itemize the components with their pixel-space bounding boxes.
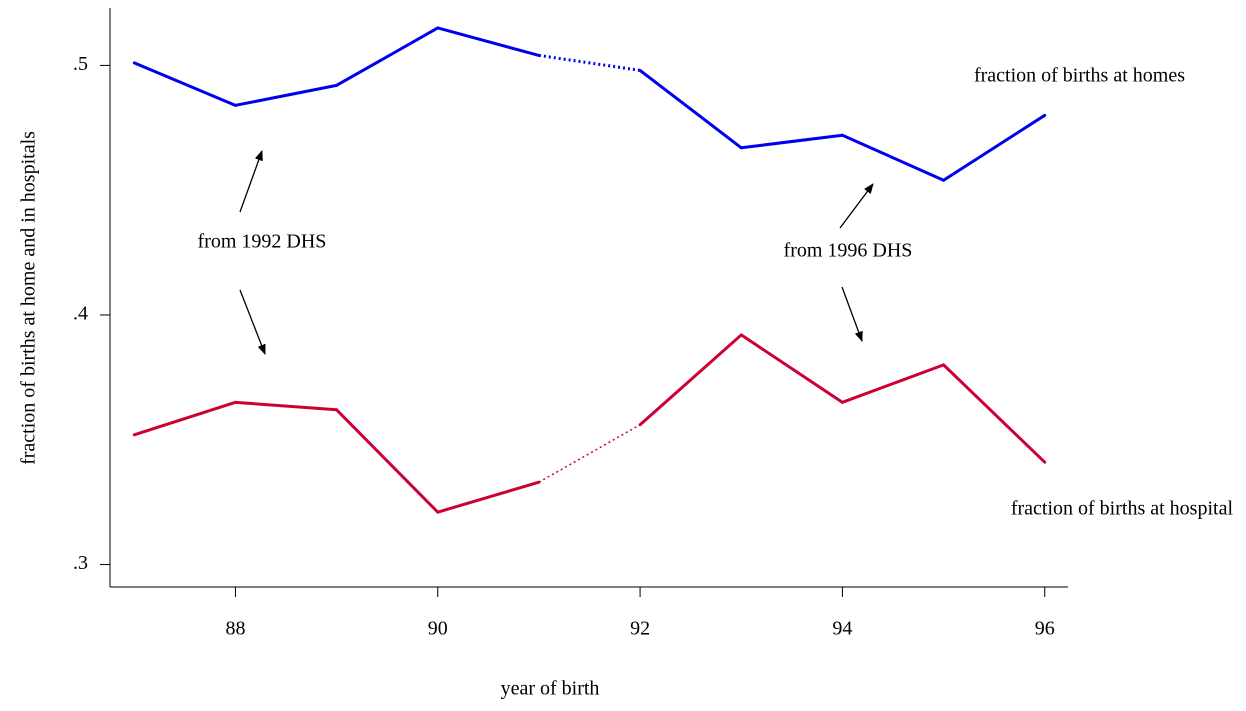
y-axis-label: fraction of births at home and in hospit… (18, 131, 40, 465)
line-segment (233, 400, 339, 412)
line-segment (335, 408, 440, 514)
annotation: from 1992 DHS (198, 231, 327, 253)
x-tick-label: 90 (428, 618, 448, 640)
line-segment (739, 333, 844, 404)
line-segment (942, 363, 1047, 464)
x-tick-label: 94 (832, 618, 852, 640)
line-segment (538, 53, 641, 72)
line-segment (132, 400, 237, 437)
line-segment (739, 133, 844, 150)
x-axis-label: year of birth (501, 678, 600, 700)
line-segment (132, 61, 237, 107)
line-segment (638, 68, 743, 150)
arrows (239, 150, 874, 355)
line-segment (538, 424, 641, 483)
line-segment (335, 26, 440, 87)
x-tick-label: 92 (630, 618, 650, 640)
y-tick-label: .4 (73, 303, 88, 325)
line-segment (942, 113, 1047, 182)
line-segment (840, 133, 946, 182)
x-tick-label: 88 (225, 618, 245, 640)
line-segment (436, 480, 541, 514)
line-segment (638, 333, 743, 427)
line-segment (840, 363, 946, 404)
series-label: fraction of births at hospital (1011, 498, 1234, 520)
x-tick-label: 96 (1035, 618, 1055, 640)
series-label: fraction of births at homes (974, 65, 1185, 87)
annotation: from 1996 DHS (784, 240, 913, 262)
y-tick-label: .5 (73, 53, 88, 75)
line-segment (233, 83, 339, 107)
y-tick-label: .3 (73, 552, 88, 574)
line-segment (436, 26, 541, 57)
